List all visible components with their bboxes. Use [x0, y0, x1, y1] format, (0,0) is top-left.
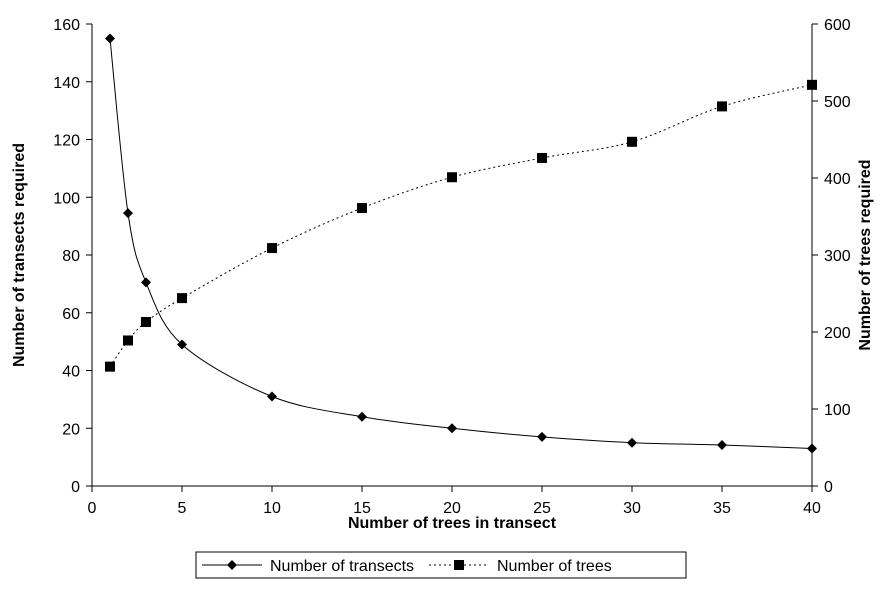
x-tick-label: 40	[803, 500, 821, 517]
data-point	[357, 411, 367, 422]
data-point	[627, 437, 637, 448]
data-point	[717, 439, 727, 450]
data-point	[123, 208, 133, 219]
left-y-tick-label: 60	[62, 306, 80, 323]
data-point	[447, 172, 457, 183]
legend-entry: Number of trees	[429, 558, 612, 575]
right-y-tick-label: 500	[824, 94, 851, 111]
data-point	[123, 335, 133, 346]
left-y-tick-label: 0	[71, 479, 80, 496]
left-y-tick-label: 20	[62, 421, 80, 438]
right-y-tick-label: 400	[824, 171, 851, 188]
legend-items: Number of transects Number of trees	[202, 558, 612, 575]
series-layer	[105, 33, 817, 454]
x-tick-label: 35	[713, 500, 731, 517]
legend-label: Number of transects	[270, 558, 414, 575]
data-point	[267, 243, 277, 254]
x-tick-label: 25	[533, 500, 551, 517]
data-point	[807, 79, 817, 90]
data-point	[807, 443, 817, 454]
data-point	[537, 431, 547, 442]
legend-marker	[454, 560, 464, 570]
data-point	[105, 361, 115, 372]
left-y-axis-title: Number of transects required	[11, 143, 28, 367]
right-y-axis-title: Number of trees required	[857, 159, 874, 350]
left-y-tick-label: 80	[62, 248, 80, 265]
right-y-tick-label: 600	[824, 17, 851, 34]
data-point	[717, 101, 727, 112]
right-y-tick-label: 300	[824, 248, 851, 265]
axes: 0 5 10 15 20 25 30 35 40020406080100120140160010…	[53, 17, 851, 517]
data-point	[177, 339, 187, 350]
data-point	[537, 152, 547, 163]
left-y-tick-label: 120	[53, 133, 80, 150]
right-y-tick-label: 0	[824, 479, 833, 496]
data-point	[627, 136, 637, 147]
data-point	[267, 391, 277, 402]
left-y-tick-label: 40	[62, 364, 80, 381]
data-point	[447, 423, 457, 434]
x-tick-label: 0	[88, 500, 97, 517]
left-y-tick-label: 100	[53, 190, 80, 207]
left-y-tick-label: 140	[53, 75, 80, 92]
x-tick-label: 20	[443, 500, 461, 517]
x-tick-label: 30	[623, 500, 641, 517]
left-y-tick-label: 160	[53, 17, 80, 34]
legend: Number of transects Number of trees	[195, 551, 687, 579]
data-point	[105, 33, 115, 44]
series-number-of-trees	[105, 79, 817, 372]
x-tick-label: 10	[263, 500, 281, 517]
right-y-tick-label: 100	[824, 402, 851, 419]
data-point	[141, 277, 151, 288]
data-point	[177, 293, 187, 304]
right-y-tick-label: 200	[824, 325, 851, 342]
series-number-of-transects	[105, 33, 817, 454]
legend-label: Number of trees	[497, 558, 612, 575]
series-line	[109, 38, 813, 449]
x-axis-title: Number of trees in transect	[348, 515, 557, 532]
legend-marker	[227, 560, 237, 570]
legend-entry: Number of transects	[202, 558, 414, 575]
x-tick-label: 15	[353, 500, 371, 517]
data-point	[357, 203, 367, 214]
x-tick-label: 5	[178, 500, 187, 517]
data-point	[141, 316, 151, 327]
series-line	[109, 84, 813, 367]
